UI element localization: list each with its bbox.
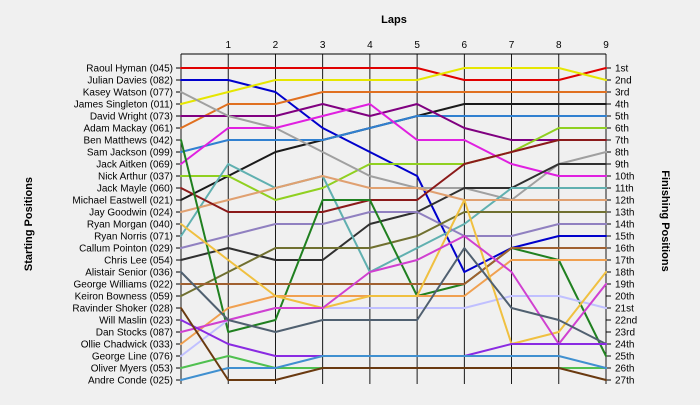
finishing-position-label: 17th [615,256,634,267]
finishing-position-label: 7th [615,136,629,147]
finishing-position-label: 10th [615,172,634,183]
driver-series-line [180,211,607,297]
driver-label: Sam Jackson (099) [87,148,173,159]
finishing-position-label: 18th [615,268,634,279]
finishing-position-label: 23rd [615,328,635,339]
driver-label: Jack Aitken (069) [96,160,173,171]
finishing-position-label: 22nd [615,316,637,327]
finishing-position-label: 3rd [615,88,629,99]
driver-label: David Wright (073) [90,112,173,123]
finishing-position-label: 24th [615,340,634,351]
finishing-position-label: 20th [615,292,634,303]
driver-label: Alistair Senior (036) [85,268,173,279]
y2-axis-title: Finishing Positions [659,170,671,271]
lap-tick-label: 9 [603,40,609,51]
driver-label: Kasey Watson (077) [83,88,173,99]
driver-label: Jay Goodwin (024) [89,208,173,219]
driver-series-line [180,163,607,261]
driver-series-line [180,163,607,273]
lap-tick-label: 8 [556,40,562,51]
driver-series-line [180,103,607,177]
lap-tick-label: 5 [414,40,420,51]
driver-series-line [180,139,607,213]
driver-series-line [180,67,607,105]
driver-label: James Singleton (011) [74,100,173,111]
driver-series-line [180,67,607,81]
finishing-position-label: 2nd [615,76,632,87]
driver-series-line [180,307,607,381]
finishing-position-label: 16th [615,244,634,255]
driver-series-line [180,91,607,201]
driver-label: Andre Conde (025) [88,376,173,387]
finishing-position-label: 25th [615,352,634,363]
driver-series-line [180,247,607,345]
driver-label: Ryan Norris (071) [94,232,173,243]
driver-label: Oliver Myers (053) [91,364,173,375]
finishing-position-label: 4th [615,100,629,111]
driver-series-line [180,247,607,285]
finishing-position-label: 5th [615,112,629,123]
driver-label: Adam Mackay (061) [84,124,173,135]
x-axis-title: Laps [381,14,407,26]
driver-label: Will Maslin (023) [99,316,173,327]
driver-label: George Line (076) [92,352,173,363]
series-layer [180,67,607,381]
lap-tick-label: 4 [367,40,373,51]
driver-label: Ryan Morgan (040) [87,220,173,231]
driver-label: Jack Mayle (060) [97,184,173,195]
driver-series-line [180,175,607,213]
finishing-position-label: 26th [615,364,634,375]
driver-label: Callum Pointon (029) [79,244,173,255]
lap-tick-label: 7 [509,40,515,51]
finishing-position-label: 6th [615,124,629,135]
driver-label: Ben Matthews (042) [84,136,174,147]
driver-series-line [180,235,607,345]
driver-label: Ollie Chadwick (033) [81,340,173,351]
driver-label: Ravinder Shoker (028) [72,304,173,315]
finishing-position-label: 12th [615,196,634,207]
driver-series-line [180,211,607,249]
finishing-position-label: 11th [615,184,634,195]
driver-label: Julian Davies (082) [87,76,173,87]
finishing-position-label: 14th [615,220,634,231]
driver-label: Michael Eastwell (021) [72,196,173,207]
lap-tick-label: 6 [462,40,468,51]
finishing-position-label: 13th [615,208,634,219]
y-axis-title: Starting Positions [23,177,35,271]
finishing-position-label: 15th [615,232,634,243]
finishing-position-label: 1st [615,64,629,75]
driver-series-line [180,355,607,381]
lap-tick-label: 2 [273,40,279,51]
finishing-position-label: 27th [615,376,634,387]
label-layer: 1 2 3 4 5 6 7 8 9 Raoul Hyman (045)Julian Davies … [72,40,637,387]
driver-label: Chris Lee (054) [104,256,173,267]
driver-series-line [180,127,607,201]
finishing-position-label: 9th [615,160,629,171]
driver-label: Nick Arthur (037) [98,172,173,183]
driver-label: Dan Stocks (087) [96,328,173,339]
finishing-position-label: 21st [615,304,634,315]
finishing-position-label: 19th [615,280,634,291]
driver-label: Keiron Bowness (059) [75,292,173,303]
driver-label: George Williams (022) [74,280,173,291]
lap-tick-label: 1 [225,40,231,51]
driver-label: Raoul Hyman (045) [86,64,173,75]
finishing-position-label: 8th [615,148,629,159]
lap-tick-label: 3 [320,40,326,51]
driver-series-line [180,199,607,345]
driver-series-line [180,91,607,129]
